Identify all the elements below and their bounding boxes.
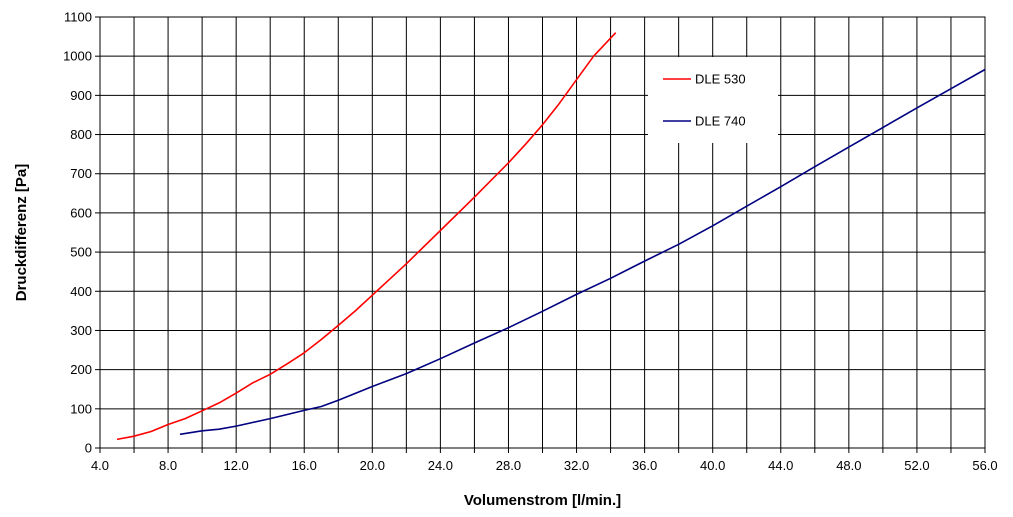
y-tick-label: 200 <box>70 362 92 377</box>
x-axis-title: Volumenstrom [l/min.] <box>464 492 621 509</box>
legend-items: DLE 530 DLE 740 <box>663 72 746 129</box>
x-tick-label: 28.0 <box>496 458 521 473</box>
legend: DLE 530 DLE 740 <box>648 57 778 143</box>
x-tick-label: 12.0 <box>223 458 248 473</box>
x-tick-label: 4.0 <box>91 458 109 473</box>
grid <box>99 16 986 449</box>
series-line <box>116 32 617 441</box>
x-tick-label: 8.0 <box>159 458 177 473</box>
x-tick-label: 20.0 <box>360 458 385 473</box>
x-tick-label: 40.0 <box>700 458 725 473</box>
y-tick-label: 800 <box>70 127 92 142</box>
x-tick-label: 44.0 <box>768 458 793 473</box>
legend-box <box>648 57 778 143</box>
legend-label: DLE 740 <box>695 114 746 129</box>
y-tick-label: 900 <box>70 88 92 103</box>
x-tick-label: 36.0 <box>632 458 657 473</box>
y-tick-label: 600 <box>70 205 92 220</box>
y-tick-label: 1100 <box>64 10 92 25</box>
x-tick-label: 16.0 <box>292 458 317 473</box>
y-tick-label: 0 <box>85 441 92 456</box>
legend-label: DLE 530 <box>695 72 746 87</box>
x-tick-label: 32.0 <box>564 458 589 473</box>
y-tick-label: 700 <box>70 166 92 181</box>
x-tick-label: 24.0 <box>428 458 453 473</box>
y-tick-label: 1000 <box>63 49 92 64</box>
y-axis-title: Druckdifferenz [Pa] <box>13 164 30 302</box>
y-tick-label: 100 <box>70 401 92 416</box>
x-axis-ticks: 4.0 8.0 12.0 16.0 20.0 24.0 28.0 32.0 36.0 40.0 44… <box>91 448 998 473</box>
x-tick-label: 52.0 <box>904 458 929 473</box>
y-tick-label: 500 <box>70 245 92 260</box>
y-tick-label: 400 <box>70 284 92 299</box>
y-axis-ticks: 0 100 200 300 400 500 600 700 800 900 1000 1100 <box>63 10 100 456</box>
y-tick-label: 300 <box>70 323 92 338</box>
series-lines <box>116 32 986 441</box>
x-tick-label: 48.0 <box>836 458 861 473</box>
x-tick-label: 56.0 <box>972 458 997 473</box>
series-line <box>179 68 986 436</box>
